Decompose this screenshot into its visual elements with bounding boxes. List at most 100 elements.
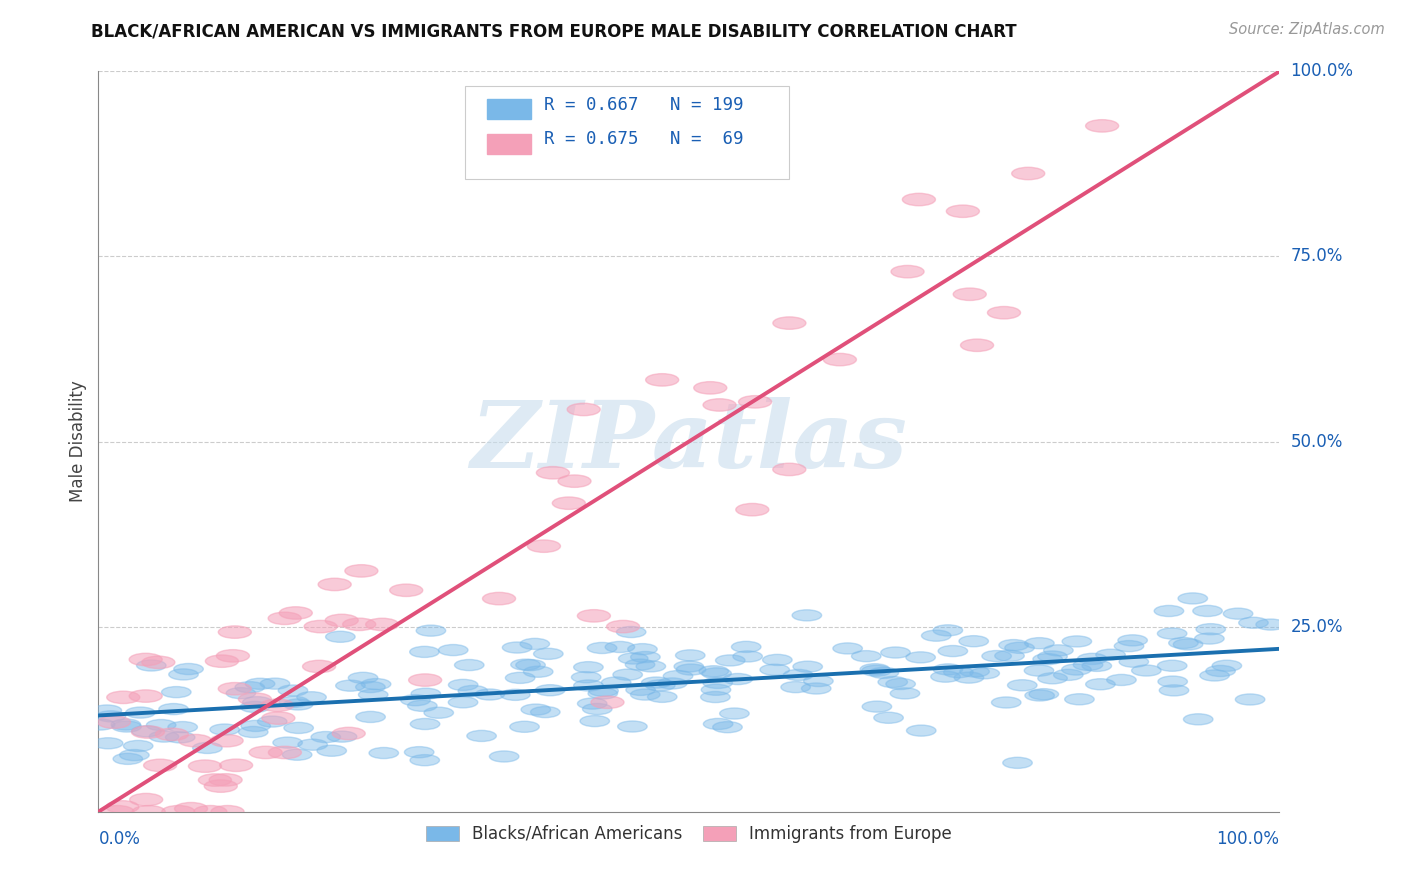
Ellipse shape (239, 726, 269, 738)
Ellipse shape (582, 704, 612, 714)
Ellipse shape (125, 707, 155, 718)
Ellipse shape (995, 650, 1025, 661)
Ellipse shape (1038, 673, 1067, 684)
Ellipse shape (1132, 665, 1161, 676)
Ellipse shape (356, 681, 385, 692)
Ellipse shape (873, 712, 903, 723)
Ellipse shape (617, 721, 647, 732)
Ellipse shape (408, 700, 437, 712)
Text: 75.0%: 75.0% (1291, 247, 1343, 266)
Ellipse shape (439, 645, 468, 656)
Ellipse shape (217, 649, 249, 662)
Ellipse shape (174, 664, 204, 674)
Ellipse shape (343, 618, 375, 631)
Ellipse shape (645, 680, 675, 691)
Ellipse shape (326, 632, 356, 642)
Ellipse shape (336, 680, 366, 691)
Ellipse shape (862, 701, 891, 712)
Ellipse shape (636, 661, 665, 672)
Ellipse shape (401, 695, 430, 706)
Ellipse shape (702, 684, 731, 695)
Ellipse shape (792, 610, 821, 621)
Ellipse shape (675, 649, 704, 661)
Ellipse shape (1107, 674, 1136, 685)
Ellipse shape (332, 727, 366, 739)
Ellipse shape (249, 747, 283, 759)
Ellipse shape (179, 734, 212, 747)
Ellipse shape (938, 646, 967, 657)
Ellipse shape (713, 722, 742, 732)
Ellipse shape (409, 647, 439, 657)
Ellipse shape (1085, 120, 1119, 132)
Ellipse shape (166, 731, 195, 743)
Ellipse shape (1184, 714, 1213, 725)
Ellipse shape (389, 584, 423, 597)
Ellipse shape (502, 642, 531, 653)
Ellipse shape (645, 374, 679, 386)
Ellipse shape (409, 673, 441, 686)
Ellipse shape (530, 706, 560, 718)
Ellipse shape (280, 607, 312, 619)
Ellipse shape (934, 664, 963, 675)
Ellipse shape (606, 620, 640, 632)
Ellipse shape (297, 691, 326, 703)
Ellipse shape (824, 353, 856, 366)
Ellipse shape (578, 609, 610, 622)
Ellipse shape (219, 759, 253, 772)
Ellipse shape (169, 669, 198, 680)
Ellipse shape (454, 659, 484, 671)
Ellipse shape (411, 718, 440, 730)
Ellipse shape (527, 540, 561, 552)
Ellipse shape (616, 626, 645, 638)
Ellipse shape (93, 738, 122, 748)
Ellipse shape (205, 655, 239, 667)
Ellipse shape (658, 678, 688, 689)
Ellipse shape (505, 673, 534, 683)
Ellipse shape (105, 801, 139, 814)
Ellipse shape (325, 615, 359, 627)
Ellipse shape (97, 716, 131, 729)
Y-axis label: Male Disability: Male Disability (69, 381, 87, 502)
Ellipse shape (149, 731, 179, 742)
Text: Source: ZipAtlas.com: Source: ZipAtlas.com (1229, 22, 1385, 37)
Ellipse shape (458, 685, 488, 697)
Ellipse shape (1236, 694, 1265, 705)
Ellipse shape (1012, 168, 1045, 179)
Text: 100.0%: 100.0% (1216, 830, 1279, 848)
Ellipse shape (591, 696, 624, 708)
Ellipse shape (86, 719, 115, 730)
Ellipse shape (211, 805, 245, 818)
Ellipse shape (304, 620, 337, 632)
Ellipse shape (1157, 628, 1187, 639)
Ellipse shape (1197, 624, 1226, 635)
Ellipse shape (955, 672, 984, 683)
Ellipse shape (107, 691, 139, 704)
Ellipse shape (193, 742, 222, 754)
Ellipse shape (96, 711, 125, 722)
Ellipse shape (311, 731, 340, 743)
Ellipse shape (132, 726, 162, 737)
Ellipse shape (589, 685, 619, 697)
Ellipse shape (269, 747, 301, 759)
Ellipse shape (907, 725, 936, 736)
Ellipse shape (1025, 638, 1054, 648)
Ellipse shape (240, 721, 270, 731)
Ellipse shape (344, 565, 378, 577)
Text: 50.0%: 50.0% (1291, 433, 1343, 450)
Ellipse shape (1223, 608, 1253, 619)
Ellipse shape (630, 689, 659, 700)
FancyBboxPatch shape (486, 99, 530, 119)
Ellipse shape (1178, 593, 1208, 604)
Ellipse shape (700, 691, 730, 703)
Ellipse shape (536, 467, 569, 479)
Ellipse shape (111, 719, 141, 730)
Ellipse shape (553, 497, 585, 509)
Ellipse shape (558, 475, 591, 487)
Ellipse shape (156, 728, 188, 740)
Ellipse shape (1192, 606, 1222, 616)
Ellipse shape (761, 665, 790, 675)
Ellipse shape (1077, 653, 1107, 665)
Ellipse shape (673, 661, 703, 672)
Ellipse shape (735, 503, 769, 516)
Ellipse shape (1159, 676, 1188, 687)
